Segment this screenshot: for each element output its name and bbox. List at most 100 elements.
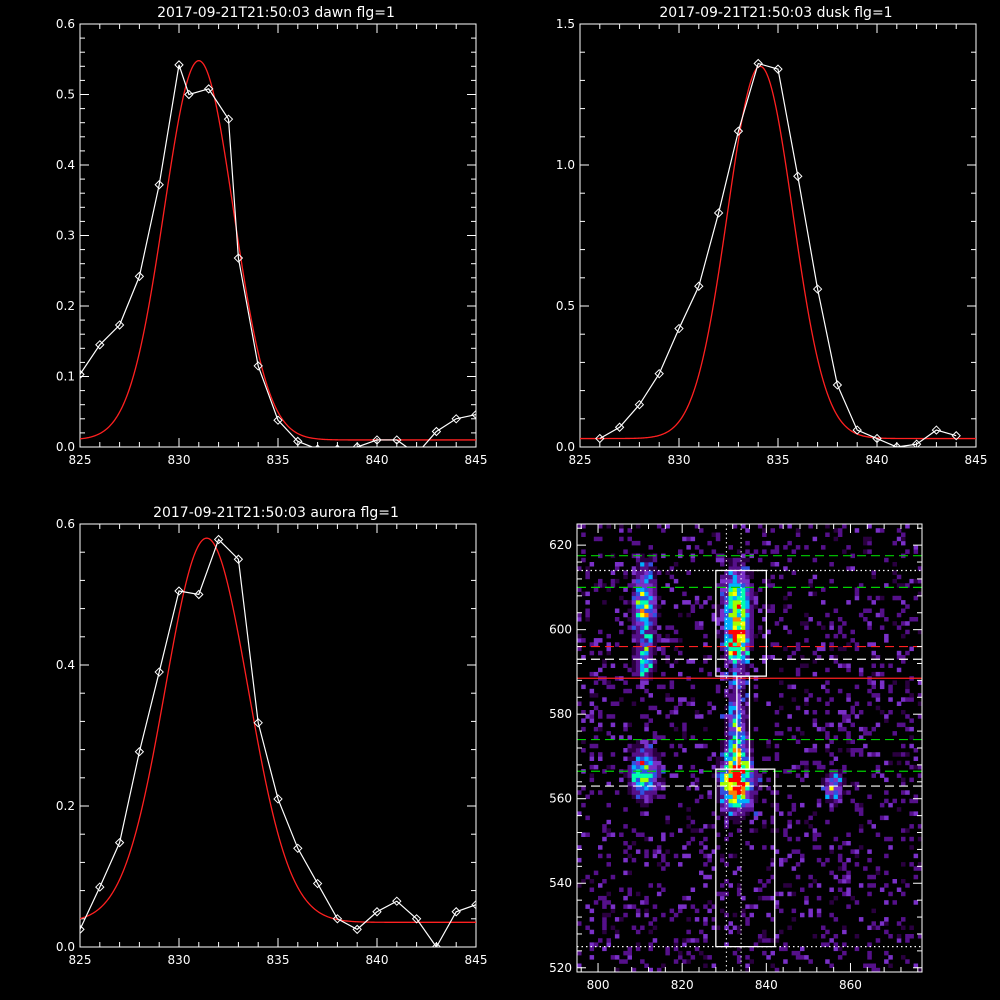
heatmap-cell (741, 583, 746, 588)
heatmap-cell (593, 726, 599, 732)
heatmap-cell (635, 748, 641, 753)
heatmap-cell (779, 731, 784, 736)
heatmap-cell (715, 790, 721, 795)
heatmap-cell (770, 562, 775, 567)
heatmap-cell (741, 710, 746, 715)
heatmap-cell (728, 583, 733, 588)
heatmap-cell (732, 714, 738, 719)
heatmap-cell (648, 591, 653, 597)
heatmap-cell (867, 819, 872, 825)
heatmap-cell (644, 963, 649, 968)
heatmap-cell (644, 777, 649, 783)
heatmap-cell (745, 621, 750, 626)
heatmap-cell (741, 764, 746, 770)
heatmap-cell (812, 718, 818, 723)
heatmap-cell (770, 604, 775, 609)
heatmap-cell (631, 655, 637, 660)
heatmap-cell (736, 629, 742, 635)
heatmap-cell (715, 832, 721, 837)
heatmap-cell (690, 701, 696, 706)
heatmap-cell (787, 714, 792, 719)
heatmap-cell (901, 862, 906, 867)
heatmap-cell (795, 739, 801, 744)
heatmap-cell (757, 781, 763, 787)
heatmap-cell (648, 967, 653, 972)
heatmap-cell (783, 946, 788, 952)
heatmap-cell (791, 950, 797, 956)
heatmap-cell (732, 604, 738, 609)
heatmap-cell (635, 794, 641, 799)
heatmap-cell (585, 874, 590, 880)
heatmap-cell (589, 942, 595, 947)
heatmap-cell (652, 604, 658, 609)
heatmap-cell (795, 819, 801, 825)
heatmap-cell (842, 950, 847, 956)
heatmap-cell (795, 532, 801, 537)
heatmap-cell (913, 900, 919, 905)
heatmap-cell (745, 739, 750, 744)
heatmap-cell (757, 895, 763, 901)
heatmap-cell (901, 608, 906, 613)
heatmap-cell (749, 739, 754, 744)
heatmap-cell (749, 587, 754, 592)
heatmap-cell (644, 604, 649, 609)
heatmap-cell (699, 625, 704, 630)
heatmap-cell (858, 671, 864, 677)
heatmap-cell (640, 574, 645, 580)
heatmap-cell (871, 925, 876, 930)
heatmap-cell (825, 942, 830, 947)
heatmap-cell (858, 667, 864, 673)
heatmap-cell (846, 874, 851, 880)
heatmap-cell (732, 781, 738, 787)
heatmap-cell (745, 595, 750, 601)
heatmap-cell (581, 549, 586, 554)
heatmap-cell (879, 595, 885, 601)
heatmap-cell (804, 832, 809, 837)
heatmap-cell (913, 866, 919, 871)
heatmap-cell (837, 617, 843, 622)
heatmap-cell (577, 883, 582, 888)
heatmap-cell (581, 655, 586, 660)
heatmap-cell (871, 693, 876, 698)
heatmap-cell (842, 879, 847, 884)
heatmap-cell (808, 815, 813, 821)
dusk-data-point (733, 126, 744, 136)
heatmap-cell (783, 595, 788, 601)
heatmap-cell (703, 659, 708, 664)
heatmap-cell (770, 819, 775, 825)
heatmap-cell (774, 790, 780, 795)
heatmap-cell (741, 600, 746, 605)
heatmap-cell (749, 790, 754, 795)
dawn-xtick-label: 830 (168, 453, 191, 467)
heatmap-cell (635, 629, 641, 635)
heatmap-cell (741, 655, 746, 660)
heatmap-cell (795, 955, 801, 960)
heatmap-cell (741, 811, 746, 816)
heatmap-cell (728, 735, 733, 740)
heatmap-cell (909, 697, 914, 702)
heatmap-cell (682, 845, 687, 850)
heatmap-cell (791, 684, 797, 690)
heatmap-cell (879, 625, 885, 630)
heatmap-cell (749, 946, 754, 952)
heatmap-cell (745, 764, 750, 770)
heatmap-cell (648, 659, 653, 664)
heatmap-cell (846, 790, 851, 795)
heatmap-cell (686, 938, 691, 943)
heatmap-cell (652, 612, 658, 618)
heatmap-cell (745, 802, 750, 808)
heatmap-cell (791, 570, 797, 575)
heatmap-cell (825, 786, 830, 791)
heatmap-cell (652, 608, 658, 613)
heatmap-cell (867, 621, 872, 626)
heatmap-cell (707, 824, 712, 829)
heatmap-cell (669, 625, 675, 630)
heatmap-cell (627, 955, 632, 960)
heatmap-cell (640, 832, 645, 837)
heatmap-cell (610, 583, 616, 588)
heatmap-cell (867, 680, 872, 685)
heatmap-cell (602, 824, 607, 829)
heatmap-cell (644, 650, 649, 656)
heatmap-cell (577, 963, 582, 968)
heatmap-cell (585, 612, 590, 618)
